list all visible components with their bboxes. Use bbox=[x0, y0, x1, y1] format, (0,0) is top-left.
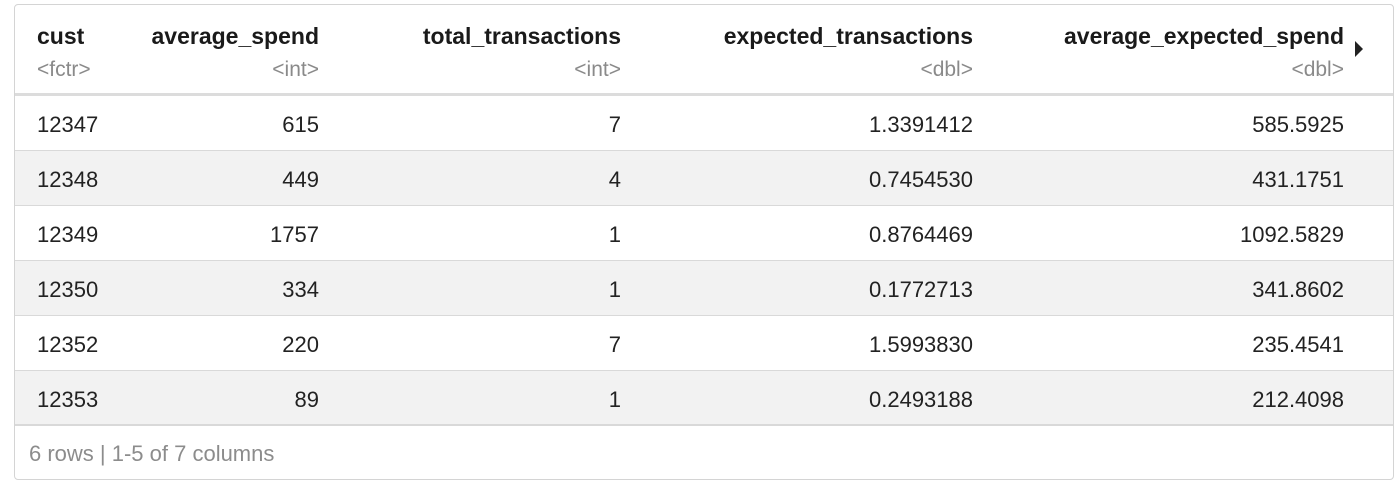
cell-average-spend: 334 bbox=[282, 277, 319, 302]
cell-expected-transactions: 1.5993830 bbox=[869, 332, 973, 357]
cell-average-expected-spend: 235.4541 bbox=[1252, 332, 1344, 357]
cell-total-transactions: 1 bbox=[608, 387, 621, 412]
cell-cust: 12352 bbox=[37, 332, 99, 357]
cell-average-spend: 89 bbox=[294, 387, 319, 412]
column-type: <dbl> bbox=[920, 58, 973, 81]
column-type: <dbl> bbox=[1291, 58, 1344, 81]
column-name: average_spend bbox=[151, 23, 319, 49]
cell-expected-transactions: 0.8764469 bbox=[869, 222, 973, 247]
column-name: expected_transactions bbox=[723, 23, 973, 49]
cell-expected-transactions: 0.1772713 bbox=[869, 277, 973, 302]
cell-average-spend: 220 bbox=[282, 332, 319, 357]
column-header-average-expected-spend[interactable]: average_expected_spend <dbl> bbox=[1015, 5, 1344, 83]
table-row: 12349 1757 1 0.8764469 1092.5829 bbox=[15, 206, 1393, 261]
column-header-cust[interactable]: cust <fctr> bbox=[37, 5, 147, 83]
cell-average-spend: 615 bbox=[282, 112, 319, 137]
cell-total-transactions: 1 bbox=[608, 277, 621, 302]
column-header-expected-transactions[interactable]: expected_transactions <dbl> bbox=[655, 5, 973, 83]
cell-average-expected-spend: 341.8602 bbox=[1252, 277, 1344, 302]
column-type: <fctr> bbox=[37, 58, 91, 81]
data-frame-viewer: cust <fctr> average_spend <int> total_tr… bbox=[14, 4, 1394, 480]
column-header-total-transactions[interactable]: total_transactions <int> bbox=[355, 5, 621, 83]
cell-cust: 12347 bbox=[37, 112, 99, 137]
table-row: 12348 449 4 0.7454530 431.1751 bbox=[15, 151, 1393, 206]
cell-cust: 12348 bbox=[37, 167, 99, 192]
table-row: 12352 220 7 1.5993830 235.4541 bbox=[15, 316, 1393, 371]
cell-average-expected-spend: 431.1751 bbox=[1252, 167, 1344, 192]
column-type: <int> bbox=[272, 58, 319, 81]
cell-cust: 12353 bbox=[37, 387, 99, 412]
table-summary-footer: 6 rows | 1-5 of 7 columns bbox=[29, 441, 275, 466]
cell-cust: 12349 bbox=[37, 222, 99, 247]
table-row: 12350 334 1 0.1772713 341.8602 bbox=[15, 261, 1393, 316]
cell-expected-transactions: 1.3391412 bbox=[869, 112, 973, 137]
cell-expected-transactions: 0.2493188 bbox=[869, 387, 973, 412]
table-body: 12347 615 7 1.3391412 585.5925 12348 449… bbox=[15, 96, 1393, 426]
table-row: 12353 89 1 0.2493188 212.4098 bbox=[15, 371, 1393, 426]
column-name: total_transactions bbox=[422, 23, 621, 49]
column-type: <int> bbox=[574, 58, 621, 81]
table-row: 12347 615 7 1.3391412 585.5925 bbox=[15, 96, 1393, 151]
cell-average-spend: 449 bbox=[282, 167, 319, 192]
cell-total-transactions: 7 bbox=[608, 332, 621, 357]
cell-total-transactions: 7 bbox=[608, 112, 621, 137]
cell-average-expected-spend: 1092.5829 bbox=[1240, 222, 1344, 247]
cell-cust: 12350 bbox=[37, 277, 99, 302]
cell-average-spend: 1757 bbox=[270, 222, 319, 247]
cell-average-expected-spend: 585.5925 bbox=[1252, 112, 1344, 137]
cell-total-transactions: 4 bbox=[608, 167, 621, 192]
cell-expected-transactions: 0.7454530 bbox=[869, 167, 973, 192]
cell-average-expected-spend: 212.4098 bbox=[1252, 387, 1344, 412]
column-header-average-spend[interactable]: average_spend <int> bbox=[125, 5, 319, 83]
next-columns-triangle-right-icon[interactable] bbox=[1355, 41, 1363, 57]
column-name: cust bbox=[37, 23, 85, 49]
column-name: average_expected_spend bbox=[1064, 23, 1344, 49]
table-header: cust <fctr> average_spend <int> total_tr… bbox=[15, 5, 1393, 96]
cell-total-transactions: 1 bbox=[608, 222, 621, 247]
